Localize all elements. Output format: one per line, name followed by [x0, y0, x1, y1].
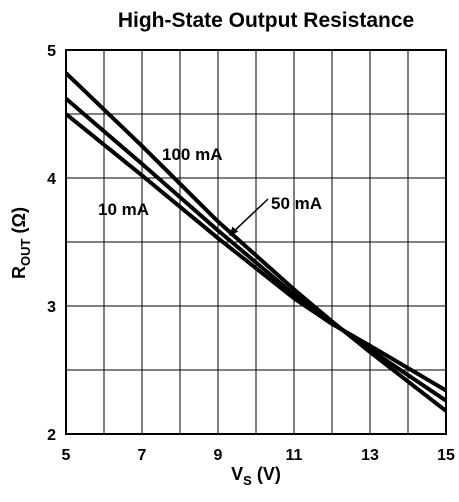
x-tick-label: 11	[286, 447, 303, 464]
y-axis-label-unit: (Ω)	[9, 207, 29, 238]
chart-title: High-State Output Resistance	[118, 9, 414, 32]
y-tick-label: 2	[47, 427, 56, 444]
x-axis-label: VS (V)	[231, 464, 281, 488]
x-axis-label-unit: (V)	[252, 464, 281, 484]
y-tick-label: 3	[47, 299, 56, 316]
x-tick-label: 9	[214, 447, 223, 464]
y-tick-label: 5	[47, 43, 56, 60]
series-line-50-ma	[64, 97, 448, 403]
x-tick-label: 7	[138, 447, 147, 464]
series-label-50-ma: 50 mA	[271, 194, 322, 213]
x-axis-label-main: V	[231, 464, 243, 484]
x-axis-label-sub: S	[243, 473, 252, 488]
x-tick-label: 5	[62, 447, 71, 464]
y-tick-label: 4	[47, 171, 56, 188]
plot-frame	[65, 49, 447, 435]
series-lines	[64, 71, 448, 413]
x-axis-ticks: 5 7 9 11 13 15	[62, 447, 455, 464]
x-tick-label: 15	[437, 447, 455, 464]
series-line-100-ma	[64, 71, 448, 413]
series-label-10-ma: 10 mA	[98, 200, 149, 219]
x-tick-label: 13	[361, 447, 379, 464]
y-axis-label-main: R	[9, 266, 29, 279]
series-label-100-ma: 100 mA	[162, 145, 222, 164]
series-label-arrowhead	[229, 226, 239, 236]
y-axis-ticks: 2 3 4 5	[47, 43, 56, 444]
grid	[66, 50, 446, 434]
y-axis-label-sub: OUT	[18, 238, 33, 266]
series-line-10-ma	[64, 112, 448, 393]
annotations: 100 mA 50 mA 10 mA	[98, 145, 322, 237]
y-axis-label: ROUT (Ω)	[9, 207, 33, 279]
